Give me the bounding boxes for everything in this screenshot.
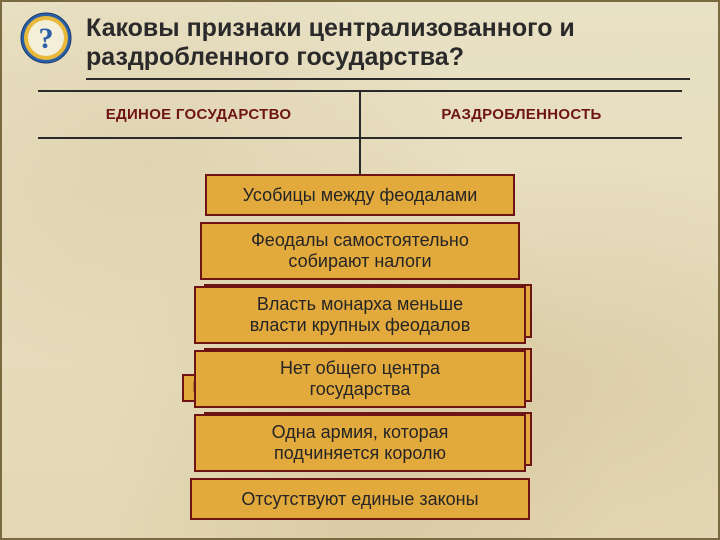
slide: ? Каковы признаки централизованного и ра… (0, 0, 720, 540)
comparison-table: ЕДИНОЕ ГОСУДАРСТВО РАЗДРОБЛЕННОСТЬ (38, 90, 682, 181)
table-header-row: ЕДИНОЕ ГОСУДАРСТВО РАЗДРОБЛЕННОСТЬ (38, 90, 682, 139)
card-wrap: Одна армия, которая подчиняется королю (194, 414, 526, 472)
card-wrap: МНет общего центра государства (194, 350, 526, 408)
feature-card[interactable]: Одна армия, которая подчиняется королю (194, 414, 526, 472)
card-wrap: Феодалы самостоятельно собирают налоги (200, 222, 520, 280)
header-left: ЕДИНОЕ ГОСУДАРСТВО (38, 92, 359, 137)
card-text: Нет общего центра государства (280, 358, 440, 399)
question-icon: ? (20, 12, 72, 64)
card-text: Отсутствуют единые законы (241, 489, 478, 510)
cards-stack: Усобицы между феодалами Феодалы самостоят… (2, 174, 718, 526)
feature-card[interactable]: Усобицы между феодалами (205, 174, 515, 216)
card-text: Власть монарха меньше власти крупных фео… (250, 294, 471, 335)
feature-card[interactable]: Власть монарха меньше власти крупных фео… (194, 286, 526, 344)
feature-card[interactable]: Феодалы самостоятельно собирают налоги (200, 222, 520, 280)
feature-card[interactable]: Нет общего центра государства (194, 350, 526, 408)
feature-card[interactable]: Отсутствуют единые законы (190, 478, 530, 520)
card-text: Феодалы самостоятельно собирают налоги (251, 230, 469, 271)
card-wrap: Власть монарха меньше власти крупных фео… (194, 286, 526, 344)
card-text: Усобицы между феодалами (243, 185, 478, 206)
card-wrap: Усобицы между феодалами (205, 174, 515, 216)
svg-text:?: ? (39, 22, 54, 55)
card-text: Одна армия, которая подчиняется королю (272, 422, 449, 463)
page-title: Каковы признаки централизованного и разд… (86, 14, 690, 80)
header-right: РАЗДРОБЛЕННОСТЬ (361, 92, 682, 137)
card-wrap: Отсутствуют единые законы (190, 478, 530, 520)
